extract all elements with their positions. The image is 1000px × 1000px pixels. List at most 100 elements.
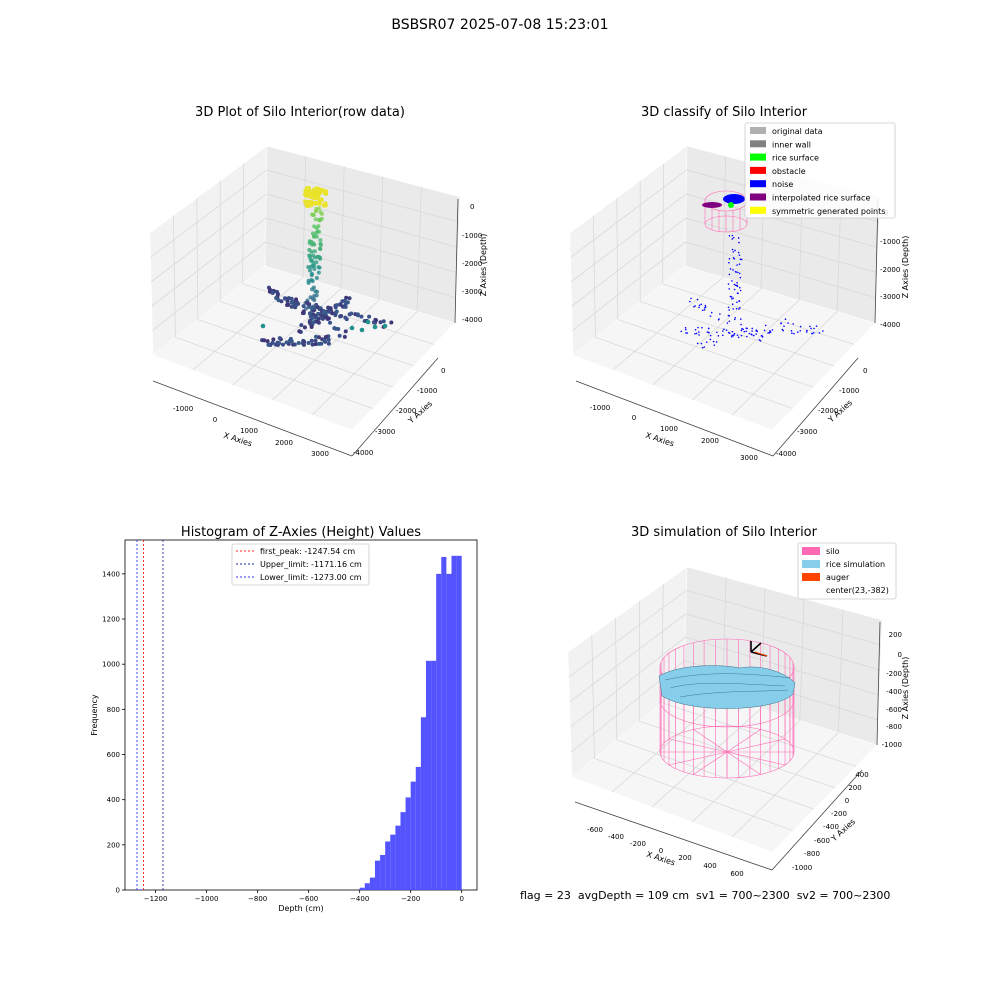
data-point: [338, 302, 343, 307]
noise-point: [751, 333, 753, 336]
noise-point: [761, 336, 764, 338]
data-point: [382, 323, 388, 329]
noise-point: [738, 241, 740, 244]
gridline: [152, 241, 266, 331]
gridline: [173, 215, 176, 338]
noise-point: [696, 342, 699, 345]
noise-point: [739, 276, 742, 279]
gridline: [266, 169, 460, 223]
data-point: [317, 218, 322, 223]
data-point: [312, 249, 317, 254]
noise-point: [771, 329, 774, 331]
data-point: [311, 320, 316, 325]
noise-point: [740, 334, 743, 337]
z-tick-label: -200: [886, 670, 902, 678]
panel4-auger: [750, 641, 768, 657]
noise-point: [813, 327, 815, 330]
noise-point: [686, 332, 689, 334]
data-point: [312, 266, 317, 271]
data-point: [310, 296, 315, 301]
noise-point: [763, 329, 766, 332]
data-point: [311, 187, 317, 193]
noise-point: [739, 289, 742, 292]
gridline: [838, 609, 844, 733]
noise-point: [733, 334, 735, 336]
data-point: [306, 265, 311, 270]
data-point: [315, 289, 320, 294]
gridline: [192, 277, 304, 371]
histogram-bar: [364, 883, 370, 890]
noise-point: [764, 324, 767, 327]
data-point: [304, 203, 310, 209]
panel2-zlabel: Z Axies (Depth): [901, 236, 910, 299]
panel-histogram: Histogram of Z-Axies (Height) Values −12…: [90, 525, 478, 913]
noise-point: [790, 330, 793, 332]
panel2-xtick: 3000: [740, 454, 758, 462]
noise-point: [739, 258, 742, 261]
data-point: [304, 192, 309, 197]
data-point: [296, 340, 301, 345]
noise-point: [812, 331, 815, 334]
noise-point: [735, 307, 738, 310]
legend-label: rice surface: [772, 154, 819, 163]
noise-point: [737, 336, 740, 339]
data-point: [349, 325, 355, 331]
noise-point: [730, 296, 733, 298]
panel4-title: 3D simulation of Silo Interior: [631, 525, 818, 540]
noise-point: [727, 306, 730, 309]
noise-point: [697, 326, 699, 329]
noise-point: [737, 271, 739, 274]
x-tick-label: -200: [630, 840, 646, 848]
data-point: [339, 313, 344, 318]
y-tick-label: 1000: [102, 661, 120, 669]
gridline: [196, 198, 199, 320]
noise-point: [740, 323, 742, 326]
data-point: [299, 323, 304, 328]
noise-point: [706, 331, 709, 333]
panel1-axis-lines: [152, 198, 459, 457]
data-point: [301, 309, 306, 314]
silo-spoke: [726, 751, 786, 766]
noise-point: [709, 334, 712, 337]
noise-point: [735, 284, 737, 286]
panel2-xlabel: X Axies: [644, 431, 675, 449]
noise-point: [709, 315, 712, 317]
histogram-bar: [385, 841, 391, 890]
data-point: [286, 302, 291, 307]
panel4-x-ticks: -600 -400 -200 0 200 400 600: [587, 826, 744, 878]
legend-swatch: [802, 573, 820, 581]
data-point: [306, 185, 311, 191]
noise-point: [731, 334, 733, 337]
x-tick-label: 200: [678, 854, 691, 862]
data-point: [302, 325, 307, 330]
data-point: [306, 280, 311, 285]
data-point: [289, 339, 294, 344]
noise-point: [700, 303, 703, 306]
histogram-bar: [456, 555, 462, 890]
panel1-xtick: -1000: [173, 405, 193, 413]
data-point: [306, 302, 311, 307]
panel2-xtick: -1000: [590, 404, 610, 412]
data-point: [314, 230, 319, 235]
noise-point: [727, 283, 730, 285]
data-point: [378, 320, 383, 325]
noise-point: [731, 298, 733, 300]
panel4-z-ticks: 200 0 -200 -400 -600 -800 -1000: [882, 631, 902, 749]
data-point: [321, 309, 326, 314]
data-point: [307, 311, 312, 316]
panel2-ztick: -2000: [880, 266, 900, 274]
data-point: [308, 194, 314, 199]
noise-point: [768, 331, 771, 334]
data-point: [316, 224, 321, 229]
data-point: [342, 334, 347, 339]
panel2-rice-surface: [702, 194, 745, 208]
y-tick-label: 0: [116, 887, 120, 895]
data-point: [277, 341, 282, 346]
panel2-z-ticks: 0 -1000 -2000 -3000 -4000: [880, 209, 900, 329]
panel2-ztick: -1000: [880, 238, 900, 246]
noise-point: [736, 301, 738, 304]
data-point: [318, 238, 323, 243]
data-point: [311, 315, 316, 320]
x-tick-label: −1000: [195, 895, 219, 903]
